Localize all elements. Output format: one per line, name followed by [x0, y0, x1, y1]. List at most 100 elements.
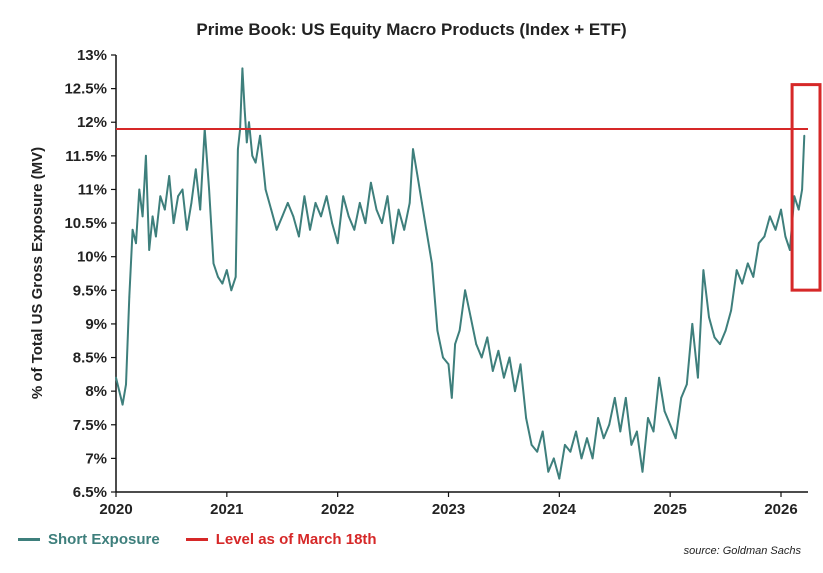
data-point-short-exposure [757, 242, 760, 245]
data-point-short-exposure [624, 397, 627, 399]
data-point-short-exposure [181, 188, 184, 191]
x-tick-label: 2023 [432, 501, 465, 518]
data-point-short-exposure [475, 343, 478, 345]
data-point-short-exposure [803, 134, 806, 137]
data-point-short-exposure [128, 296, 131, 298]
data-point-short-exposure [503, 376, 505, 379]
data-point-short-exposure [386, 195, 389, 198]
data-point-short-exposure [115, 376, 117, 379]
data-point-short-exposure [519, 363, 522, 366]
data-point-short-exposure [292, 215, 295, 218]
data-point-short-exposure [454, 343, 456, 345]
data-point-short-exposure [702, 269, 705, 271]
series-layer [115, 67, 808, 480]
data-point-short-exposure [172, 222, 175, 225]
legend-item-march-level: Level as of March 18th [185, 531, 377, 548]
data-point-short-exposure [151, 215, 154, 218]
data-point-short-exposure [416, 175, 419, 177]
data-point-short-exposure [370, 181, 372, 184]
data-point-short-exposure [442, 356, 444, 359]
data-point-short-exposure [691, 323, 694, 325]
data-point-short-exposure [358, 202, 361, 204]
data-point-short-exposure [342, 195, 345, 198]
data-point-short-exposure [450, 397, 453, 399]
y-tick-label: 8% [85, 383, 107, 400]
data-point-short-exposure [392, 242, 394, 245]
data-point-short-exposure [436, 329, 439, 332]
data-point-short-exposure [774, 228, 777, 231]
data-point-short-exposure [221, 282, 224, 285]
data-point-short-exposure [186, 228, 188, 231]
data-point-short-exposure [298, 235, 300, 238]
legend-swatch-short-exposure [18, 538, 40, 541]
data-point-short-exposure [145, 154, 147, 157]
data-point-short-exposure [135, 242, 137, 245]
data-point-short-exposure [464, 289, 466, 292]
source-note: source: Goldman Sachs [683, 545, 801, 557]
data-point-short-exposure [309, 228, 311, 231]
data-point-short-exposure [447, 363, 450, 366]
data-point-short-exposure [763, 235, 766, 238]
legend-label-short-exposure: Short Exposure [48, 531, 160, 548]
x-tick-label: 2024 [543, 501, 577, 518]
data-point-short-exposure [597, 417, 599, 419]
data-point-short-exposure [735, 269, 738, 271]
x-tick-label: 2021 [210, 501, 243, 518]
data-point-short-exposure [121, 403, 124, 406]
data-point-short-exposure [530, 444, 533, 446]
data-point-short-exposure [602, 437, 605, 440]
data-point-short-exposure [741, 282, 744, 285]
data-point-short-exposure [713, 336, 716, 339]
data-point-short-exposure [230, 289, 233, 292]
data-point-short-exposure [245, 141, 248, 144]
data-point-short-exposure [680, 397, 683, 399]
data-point-short-exposure [508, 356, 511, 359]
data-point-short-exposure [469, 316, 472, 319]
data-point-short-exposure [630, 444, 633, 446]
data-point-short-exposure [458, 329, 461, 332]
data-point-short-exposure [397, 208, 400, 211]
data-point-short-exposure [251, 154, 254, 157]
data-point-short-exposure [325, 195, 328, 198]
data-point-short-exposure [480, 356, 483, 359]
data-point-short-exposure [270, 208, 273, 211]
data-point-short-exposure [784, 235, 787, 238]
data-point-short-exposure [769, 215, 771, 218]
data-point-short-exposure [331, 222, 333, 225]
data-point-short-exposure [155, 235, 157, 238]
data-point-short-exposure [780, 208, 782, 211]
x-tick-label: 2025 [653, 501, 686, 518]
x-tick-label: 2020 [99, 501, 132, 518]
annotation-layer [790, 83, 822, 292]
y-tick-label: 10% [77, 249, 107, 266]
data-point-short-exposure [241, 67, 244, 70]
data-point-short-exposure [320, 215, 322, 218]
legend-label-march-level: Level as of March 18th [215, 531, 377, 548]
data-point-short-exposure [375, 208, 378, 211]
data-point-short-exposure [381, 222, 383, 225]
data-point-short-exposure [636, 430, 638, 433]
data-point-short-exposure [194, 168, 197, 171]
data-point-short-exposure [243, 107, 246, 110]
data-point-short-exposure [793, 195, 796, 198]
data-point-short-exposure [425, 228, 428, 231]
data-point-short-exposure [663, 410, 666, 413]
y-tick-label: 7.5% [73, 417, 107, 434]
x-tick-label: 2022 [321, 501, 354, 518]
data-point-short-exposure [403, 228, 406, 231]
y-tick-label: 6.5% [73, 484, 107, 501]
series-line-short-exposure [115, 67, 806, 480]
data-point-short-exposure [708, 316, 710, 319]
data-point-short-exposure [148, 249, 151, 251]
data-point-short-exposure [697, 376, 699, 379]
x-tick-label: 2026 [764, 501, 797, 518]
y-tick-label: 12.5% [64, 81, 107, 98]
data-point-short-exposure [118, 390, 121, 393]
data-point-short-exposure [347, 215, 350, 218]
legend: Short Exposure Level as of March 18th [18, 531, 403, 548]
y-tick-label: 8.5% [73, 350, 107, 367]
data-point-short-exposure [797, 208, 800, 211]
data-point-short-exposure [552, 457, 555, 460]
data-point-short-exposure [225, 269, 228, 271]
